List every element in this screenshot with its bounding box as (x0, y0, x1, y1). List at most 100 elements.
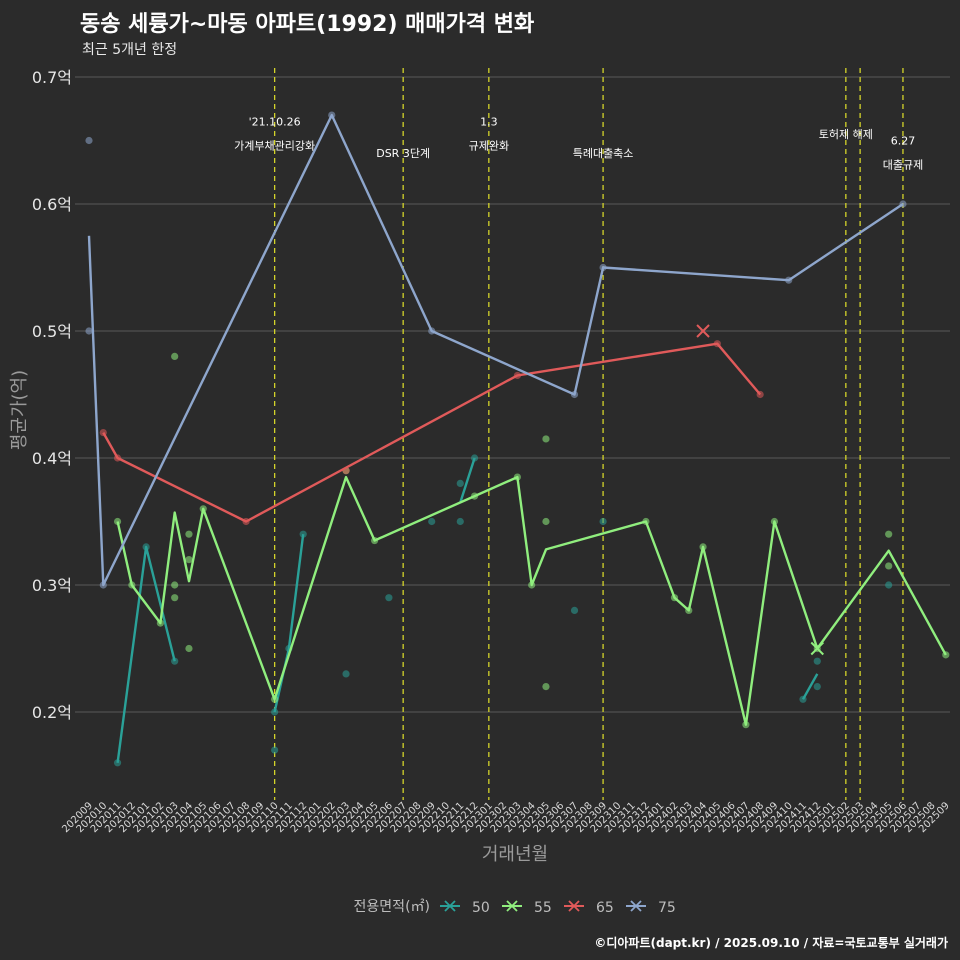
annotation-text: 특례대출축소 (573, 147, 634, 160)
chart-title: 동송 세륭가~마동 아파트(1992) 매매가격 변화 (80, 12, 535, 37)
data-point-50 (299, 530, 307, 538)
source-caption: ©디아파트(dapt.kr) / 2025.09.10 / 자료=국토교통부 실… (594, 936, 948, 950)
x-axis-title: 거래년월 (482, 844, 548, 865)
data-point-65 (513, 371, 522, 380)
data-point-65 (342, 467, 350, 475)
data-point-75 (99, 581, 107, 589)
data-point-55 (642, 517, 650, 526)
data-point-55 (171, 581, 179, 589)
data-point-55 (699, 543, 707, 551)
data-point-55 (185, 644, 193, 653)
data-point-50 (813, 657, 821, 665)
annotation-text: 토허제 해제 (819, 127, 873, 141)
data-point-55 (199, 505, 207, 513)
data-point-50 (813, 683, 821, 691)
data-point-55 (885, 562, 893, 570)
data-point-55 (942, 651, 950, 659)
data-point-50 (171, 657, 179, 665)
annotation-text: 6.27 (891, 134, 916, 147)
annotation-text: 가계부채관리강화 (234, 139, 315, 152)
x-marker-55 (810, 641, 824, 656)
annotation-text: DSR 3단계 (376, 147, 430, 160)
series-layer (85, 111, 950, 767)
data-point-50 (599, 517, 607, 526)
y-axis-title: 평균가(억) (9, 370, 30, 450)
y-tick-label: 0.7억 (32, 68, 72, 87)
data-point-75 (599, 263, 607, 272)
data-point-50 (570, 606, 579, 615)
y-tick-label: 0.6억 (32, 195, 72, 214)
series-line-75 (87, 113, 904, 587)
series-line-65 (102, 342, 762, 523)
data-point-55 (542, 435, 550, 443)
legend: 전용면적(㎡) 50 55 65 75 (354, 899, 676, 916)
legend-key-x (568, 900, 580, 912)
data-point-55 (670, 594, 679, 602)
legend-key-x (630, 900, 642, 912)
data-point-75 (428, 327, 436, 335)
x-marker-65 (696, 324, 710, 338)
data-point-55 (271, 695, 279, 703)
data-point-50 (428, 517, 436, 526)
y-tick-label: 0.2억 (32, 703, 72, 722)
data-point-55 (885, 530, 893, 538)
data-point-55 (156, 619, 164, 627)
y-tick-label: 0.3억 (32, 576, 72, 595)
data-point-55 (171, 352, 179, 360)
legend-key-x (506, 900, 518, 912)
data-point-55 (542, 683, 550, 691)
annotation-text: 대출규제 (883, 158, 923, 171)
data-point-50 (885, 581, 893, 589)
policy-lines (273, 68, 904, 800)
annotation-text: '21.10.26 (249, 115, 301, 128)
data-point-55 (371, 536, 379, 545)
data-point-55 (113, 517, 122, 526)
data-point-50 (799, 695, 807, 703)
data-point-65 (242, 517, 250, 526)
chart-subtitle: 최근 5개년 한정 (82, 42, 178, 58)
data-point-65 (713, 340, 721, 348)
data-point-75 (899, 200, 907, 208)
annotation-text: 1.3 (480, 115, 498, 128)
data-point-65 (113, 454, 122, 462)
data-point-55 (770, 517, 779, 526)
data-point-75 (785, 276, 793, 284)
legend-label: 50 (472, 900, 490, 916)
data-point-55 (542, 517, 550, 526)
data-point-75 (570, 390, 579, 399)
data-point-55 (742, 721, 750, 729)
data-point-65 (756, 390, 764, 399)
legend-title: 전용면적(㎡) (354, 899, 430, 915)
legend-key-x (444, 900, 456, 912)
data-point-55 (528, 581, 536, 589)
data-point-50 (271, 708, 279, 716)
annotation-text: 규제완화 (469, 139, 509, 152)
data-point-50 (456, 517, 464, 526)
x-axis: 2020092020102020112020122021012021022021… (60, 800, 952, 835)
series-line-55 (116, 475, 947, 726)
data-point-50 (456, 479, 464, 487)
data-point-55 (513, 473, 522, 481)
data-point-50 (113, 759, 122, 767)
y-tick-label: 0.5억 (32, 322, 72, 341)
data-point-50 (385, 594, 393, 602)
data-point-50 (142, 543, 150, 551)
data-point-55 (171, 594, 179, 602)
data-point-50 (470, 454, 479, 462)
legend-label: 55 (534, 900, 552, 916)
data-point-50 (342, 670, 350, 678)
data-point-75 (85, 136, 93, 145)
data-point-55 (470, 492, 479, 500)
data-point-50 (271, 746, 279, 754)
y-tick-label: 0.4억 (32, 449, 72, 468)
data-point-75 (328, 111, 336, 119)
data-point-75 (85, 327, 93, 335)
data-point-55 (128, 581, 136, 589)
legend-label: 75 (658, 900, 676, 916)
series-line-50 (116, 457, 819, 763)
data-point-55 (185, 530, 193, 538)
data-point-55 (685, 606, 693, 615)
data-point-65 (99, 429, 107, 437)
